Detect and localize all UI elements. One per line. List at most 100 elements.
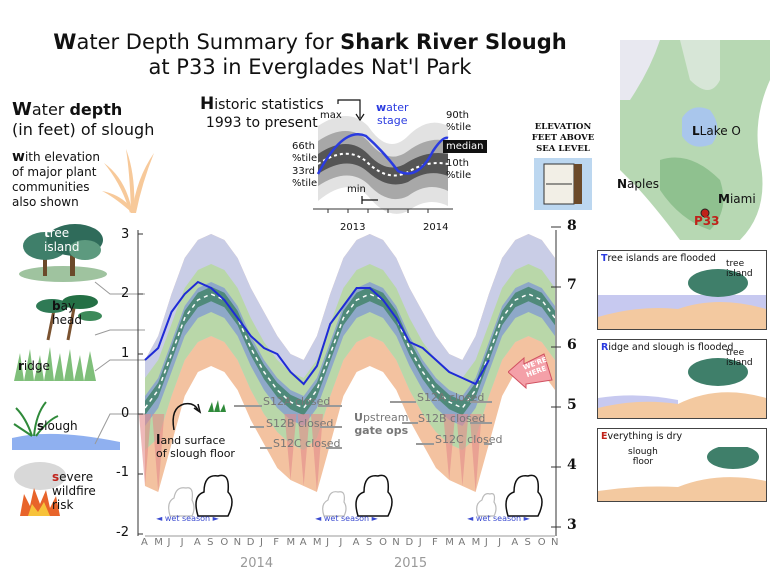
y-tick-right: 3 <box>567 517 577 533</box>
s12c-label-2015: S12C closed <box>435 433 503 446</box>
reference-line-bay-head <box>94 329 145 336</box>
florida-map <box>620 40 770 240</box>
panel-label: tree island <box>726 348 753 368</box>
month-tick-label: S <box>365 537 373 548</box>
tree-island-icon <box>19 224 107 282</box>
panel-title: Everything is dry <box>601 431 683 442</box>
bay-head-icon <box>36 295 102 341</box>
elevation-heading: ELEVATION FEET ABOVE SEA LEVEL <box>531 122 595 154</box>
panel-title: Tree islands are flooded <box>601 253 716 264</box>
y-tick-right: 4 <box>567 457 577 473</box>
month-tick-label: A <box>299 537 307 548</box>
gate-closure-arrows <box>234 401 492 449</box>
month-tick-label: N <box>551 537 559 548</box>
y-tick-left: 3 <box>121 227 130 242</box>
year-label-2015: 2015 <box>394 556 428 571</box>
min-spike <box>469 414 482 492</box>
y-tick-left: -2 <box>116 525 129 540</box>
gauge-icon <box>534 158 592 210</box>
historic-inset <box>313 99 453 214</box>
water-stage-series <box>144 280 490 386</box>
y-tick-right: 5 <box>567 397 577 413</box>
month-tick-label: O <box>379 537 387 548</box>
y-tick-right: 7 <box>567 277 577 293</box>
s12b-label-2015: S12B closed <box>418 412 486 425</box>
wildfire-icon <box>14 462 66 516</box>
y-tick-left: 1 <box>121 346 130 361</box>
panel-illustration <box>598 358 766 418</box>
reference-line-slough <box>94 413 145 445</box>
reference-line-tree-island <box>94 281 145 295</box>
month-tick-label: A <box>193 537 201 548</box>
month-tick-label: J <box>180 537 184 548</box>
lake-okeechobee <box>682 107 718 147</box>
month-tick-label: M <box>312 537 322 548</box>
y-tick-left: 0 <box>121 406 130 421</box>
y-tick-right: 8 <box>567 218 577 234</box>
s12c-label-2014: S12C closed <box>273 437 341 450</box>
month-tick-label: M <box>471 537 481 548</box>
panel-label: tree island <box>726 259 753 279</box>
reference-lines <box>94 281 145 445</box>
y-tick-left: 2 <box>121 286 130 301</box>
land-surface-label: land surface of slough floor <box>156 433 235 460</box>
month-tick-label: N <box>392 537 400 548</box>
month-tick-label: F <box>431 537 438 548</box>
month-tick-label: J <box>260 537 263 548</box>
month-tick-label: M <box>286 537 296 548</box>
month-tick-label: J <box>326 537 330 548</box>
month-tick-label: A <box>352 537 360 548</box>
panel-illustration <box>598 269 766 329</box>
you-are-here-arrow <box>508 353 553 390</box>
sawgrass-icon <box>102 149 154 213</box>
min-spike <box>456 414 469 486</box>
historic-p33-label: 33rd %tile <box>292 166 318 189</box>
historic-water-stage-label: water stage <box>376 101 409 127</box>
map-label-naples: Naples <box>617 177 659 191</box>
min-spike <box>310 414 323 492</box>
historic-p66-label: 66th %tile <box>292 141 318 164</box>
wet-season-label: ◄ wet season ► <box>156 514 219 523</box>
s12a-label-2014: S12A closed <box>263 395 331 408</box>
month-tick-label: A <box>458 537 466 548</box>
month-tick-label: J <box>498 537 502 548</box>
month-tick-label: A <box>141 537 148 548</box>
land-surface-arrow <box>172 400 226 431</box>
left-subheading: with elevation of major plant communitie… <box>12 149 100 210</box>
community-label-bay-head: bay head <box>52 299 82 327</box>
band-median <box>145 286 555 416</box>
water-stage-line <box>144 280 490 386</box>
left-heading: Water depth (in feet) of slough <box>12 99 155 140</box>
month-tick-label: S <box>207 537 214 548</box>
month-tick-label: J <box>167 537 171 548</box>
historic-max-label: max <box>320 110 342 121</box>
map-label-miami: Miami <box>718 192 756 206</box>
month-tick-label: J <box>418 537 422 548</box>
panel-title: Ridge and slough is flooded <box>601 342 734 353</box>
min-spike <box>284 414 297 480</box>
ridge-icon <box>14 347 96 381</box>
panel-label: slough floor <box>628 447 658 467</box>
min-spike <box>443 414 456 480</box>
percentile-bands <box>139 234 556 492</box>
median-line <box>144 293 556 409</box>
year-label-2014: 2014 <box>240 556 274 571</box>
panel-illustration <box>598 447 766 501</box>
panel-everything-dry: Everything is dry slough floor <box>597 428 767 502</box>
month-tick-label: D <box>405 537 414 548</box>
month-tick-label: J <box>484 537 488 548</box>
month-tick-label: A <box>511 537 519 548</box>
map-label-station: P33 <box>694 214 720 228</box>
panel-tree-islands-flooded: Tree islands are flooded tree island <box>597 250 767 330</box>
page-title: Water Depth Summary for Shark River Slou… <box>53 30 567 79</box>
month-tick-label: J <box>339 537 343 548</box>
month-tick-label: F <box>273 537 280 548</box>
historic-p90-label: 90th %tile <box>446 110 472 133</box>
month-tick-label: D <box>246 537 255 548</box>
historic-heading: Historic statistics 1993 to present <box>200 94 324 131</box>
min-spike <box>139 414 151 486</box>
historic-year-2014: 2014 <box>423 222 449 233</box>
min-spike <box>297 414 310 486</box>
